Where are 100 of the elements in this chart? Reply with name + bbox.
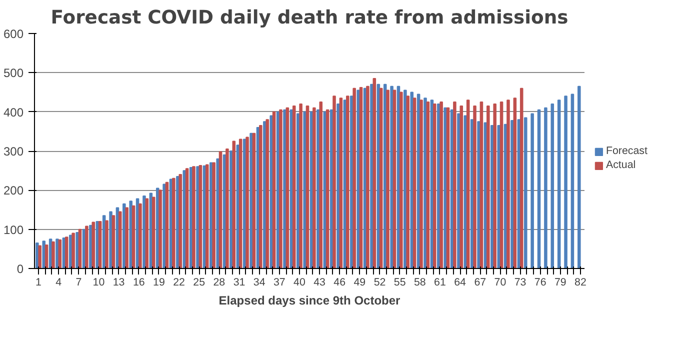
bar [252, 132, 256, 268]
bar [286, 107, 290, 268]
bar [178, 174, 182, 268]
bar [216, 158, 220, 268]
x-tick-label: 37 [273, 276, 286, 288]
bar [390, 86, 394, 268]
bar [205, 164, 209, 268]
bar [453, 102, 456, 268]
bar [550, 104, 554, 268]
bar [105, 220, 108, 268]
bar [524, 117, 528, 268]
bar [185, 168, 189, 268]
bar [198, 164, 202, 268]
bar [142, 196, 146, 268]
x-tick-label: 13 [112, 276, 125, 288]
x-tick-label: 49 [354, 276, 366, 288]
bar [326, 109, 330, 268]
bar [412, 98, 416, 268]
x-tick-label: 31 [233, 276, 246, 288]
bar [493, 104, 496, 268]
y-tick-label: 500 [3, 66, 24, 80]
x-tick-label: 58 [414, 276, 426, 288]
bar [372, 78, 376, 268]
bar [158, 190, 162, 268]
x-tick-label: 70 [494, 276, 506, 288]
bar [279, 109, 282, 268]
bar [432, 104, 436, 268]
bar [42, 240, 46, 268]
bar [112, 215, 116, 268]
bar [520, 88, 524, 268]
x-tick-label: 22 [173, 276, 186, 288]
bar [132, 205, 136, 268]
legend-label: Forecast [606, 145, 648, 157]
bar [218, 151, 222, 268]
bar [500, 102, 504, 268]
bar [480, 102, 484, 268]
bar [272, 111, 276, 268]
bar [440, 102, 443, 268]
bar [420, 100, 423, 268]
bar [497, 125, 500, 268]
bar [332, 96, 336, 268]
x-tick-label: 1 [36, 276, 42, 288]
y-tick-label: 300 [3, 144, 24, 158]
x-tick-label: 25 [193, 276, 206, 288]
bar [446, 107, 450, 268]
bar [38, 245, 42, 268]
bar [118, 211, 122, 268]
bar [346, 96, 350, 268]
bar [339, 98, 343, 268]
bar [145, 198, 149, 268]
bar [356, 90, 360, 268]
bar [129, 200, 132, 268]
bar [246, 136, 249, 268]
bar [196, 166, 200, 268]
x-tick-label: 55 [394, 276, 406, 288]
bar [109, 211, 112, 268]
y-tick-label: 100 [3, 222, 24, 237]
bar [570, 94, 574, 268]
bar [52, 241, 55, 268]
x-tick-label: 40 [294, 276, 306, 288]
y-tick-label: 200 [3, 184, 24, 198]
bar [98, 221, 102, 268]
bar [359, 87, 363, 268]
bar [270, 115, 273, 268]
bar [424, 98, 427, 268]
y-tick-label: 600 [3, 27, 24, 41]
bar [392, 90, 396, 268]
legend-label: Actual [606, 159, 636, 171]
x-axis-title: Elapsed days since 9th October [218, 294, 401, 308]
x-tick-label: 52 [374, 276, 386, 288]
x-tick-label: 34 [253, 276, 266, 288]
bar [510, 120, 514, 268]
bar [299, 104, 302, 268]
bar [466, 100, 470, 268]
bar [212, 162, 216, 268]
bar [64, 236, 68, 268]
bar [578, 86, 581, 268]
x-tick-label: 76 [534, 276, 546, 288]
bar [537, 109, 541, 268]
bar [292, 105, 296, 268]
x-tick-label: 4 [56, 276, 62, 288]
bar [182, 170, 186, 268]
bar [460, 105, 464, 268]
bar [238, 138, 242, 268]
bar [172, 178, 176, 268]
bar [230, 150, 233, 268]
bar [477, 121, 480, 268]
bar [192, 166, 196, 268]
bar [72, 232, 75, 268]
bar [410, 92, 414, 268]
bar [125, 207, 128, 268]
x-tick-label: 43 [314, 276, 326, 288]
x-tick-label: 46 [334, 276, 346, 288]
y-tick-label: 0 [16, 262, 24, 276]
bar [557, 100, 561, 268]
bar [370, 84, 374, 268]
bar [406, 96, 410, 268]
bar [306, 105, 310, 268]
x-tick-label: 61 [434, 276, 446, 288]
bar [92, 222, 96, 268]
